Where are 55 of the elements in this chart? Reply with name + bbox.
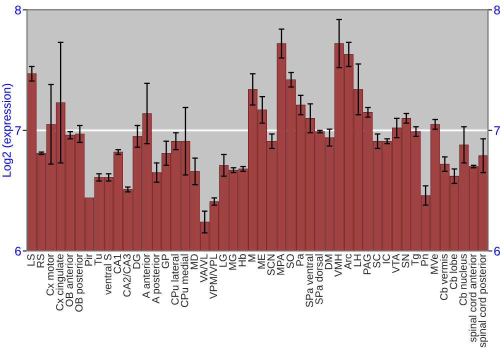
x-tick-label: LH <box>354 254 362 266</box>
x-tick-label: A anterior <box>142 254 150 298</box>
x-tick-label: SPa ventral <box>305 254 314 308</box>
x-tick-label: GP <box>162 254 170 268</box>
x-tick-label: CA2/CA3 <box>122 254 131 297</box>
x-tick-label: PAG <box>363 254 371 274</box>
x-tick-label: IC <box>382 254 390 264</box>
x-tick-label: LG <box>219 254 227 267</box>
x-tick-label: MVe <box>430 254 438 274</box>
x-tick-label: Cx motor <box>46 254 54 296</box>
x-tick-label: ventral S <box>104 254 112 295</box>
x-tick-label: DG <box>132 254 140 268</box>
x-tick-label: CPu medial <box>180 254 188 308</box>
x-tick-label: CA1 <box>114 254 122 274</box>
x-tick-label: CPu lateral <box>171 254 179 305</box>
x-tick-label: M <box>248 254 256 262</box>
x-tick-label: Hb <box>238 254 246 266</box>
x-tick-label: ME <box>258 254 265 268</box>
x-tick-label: VA/VL <box>200 254 208 282</box>
x-tick-label: Cx cingulate <box>56 254 66 311</box>
x-tick-label: MG <box>228 254 236 270</box>
x-tick-label: OB posterior <box>74 254 85 312</box>
y-tick-label: 8 <box>15 6 21 14</box>
x-tick-label: Cb nucleus <box>459 254 467 306</box>
x-tick-label: Tu <box>94 254 102 266</box>
x-tick-label: VMH <box>334 254 342 277</box>
x-tick-label: spinal cord posterior <box>478 254 488 348</box>
y2-tick-label: 7 <box>494 126 500 135</box>
x-tick-label: Cb vermis <box>440 254 448 300</box>
x-tick-label: Pn <box>421 254 428 266</box>
x-tick-label: SC <box>372 254 380 268</box>
x-tick-label: VPM/VPL <box>209 254 218 299</box>
x-tick-label: LS <box>27 254 35 266</box>
x-tick-label: A posterior <box>152 254 162 304</box>
x-tick-label: RS <box>36 254 44 268</box>
x-tick-label: OB anterior <box>65 254 74 306</box>
x-tick-label: MD <box>190 254 198 270</box>
x-tick-label: Cb lobe <box>450 254 458 290</box>
y2-tick-label: 6 <box>494 246 500 256</box>
x-tick-label: SN <box>402 254 410 268</box>
y-axis-title: Log2 (expression) <box>2 84 14 177</box>
x-tick-label: SO <box>286 254 294 268</box>
y2-tick-label: 8 <box>494 6 500 14</box>
y-tick-label: 6 <box>15 246 21 256</box>
x-tick-label: Arc <box>344 254 352 270</box>
y-tick-label: 7 <box>15 126 21 135</box>
x-tick-label: spinal cord anterior <box>468 254 478 342</box>
x-tick-label: SPa dorsal <box>315 254 323 304</box>
x-tick-label: Tg <box>411 254 421 266</box>
x-tick-label: SCN <box>267 254 275 276</box>
x-tick-label: VTA <box>392 254 400 274</box>
x-tick-label: DM <box>325 254 332 270</box>
x-tick-label: Pir <box>84 254 92 266</box>
x-tick-label: Pa <box>296 254 304 266</box>
x-tick-label: MPA <box>277 254 284 275</box>
